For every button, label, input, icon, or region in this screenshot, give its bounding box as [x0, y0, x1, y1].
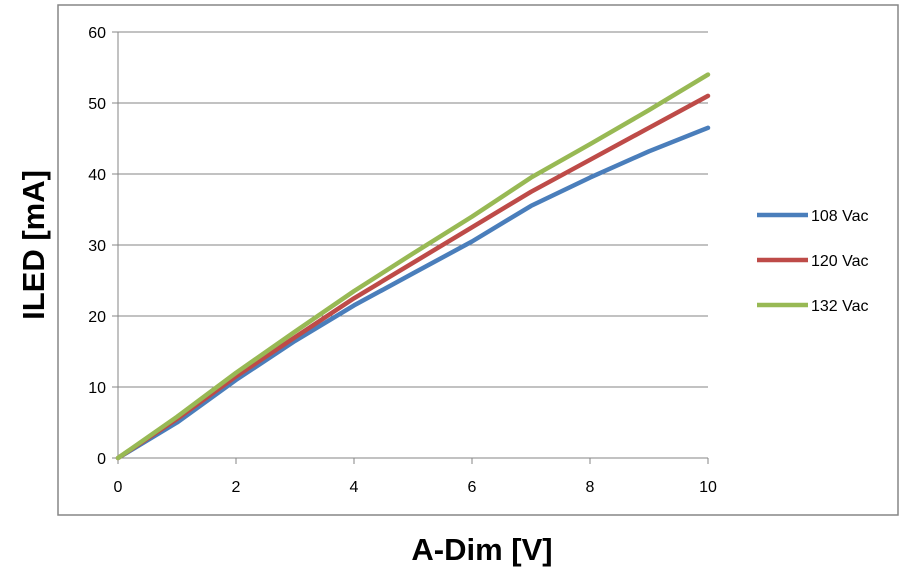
legend-label: 108 Vac [811, 208, 869, 225]
x-tick-label: 10 [699, 479, 717, 496]
tick-labels: 0 10 20 30 40 50 60 0 2 4 6 8 10 [88, 25, 717, 496]
x-tick-label: 0 [114, 479, 123, 496]
y-tick-label: 60 [88, 25, 106, 42]
legend: 108 Vac 120 Vac 132 Vac [757, 208, 869, 315]
y-axis-title: ILED [mA] [16, 170, 51, 320]
y-tick-label: 30 [88, 238, 106, 255]
x-tick-label: 6 [468, 479, 477, 496]
y-tick-label: 10 [88, 380, 106, 397]
series-lines [115, 72, 711, 461]
series-line-120-vac [115, 93, 711, 461]
x-tick-label: 4 [350, 479, 359, 496]
y-tick-label: 50 [88, 96, 106, 113]
y-tick-label: 0 [97, 451, 106, 468]
x-tick-label: 8 [586, 479, 595, 496]
x-tick-label: 2 [232, 479, 241, 496]
legend-label: 120 Vac [811, 253, 869, 270]
series-line-132-vac [115, 72, 711, 461]
y-tick-label: 20 [88, 309, 106, 326]
legend-label: 132 Vac [811, 298, 869, 315]
series-line-108-vac [115, 125, 711, 461]
x-axis-title: A-Dim [V] [411, 532, 552, 567]
y-tick-label: 40 [88, 167, 106, 184]
